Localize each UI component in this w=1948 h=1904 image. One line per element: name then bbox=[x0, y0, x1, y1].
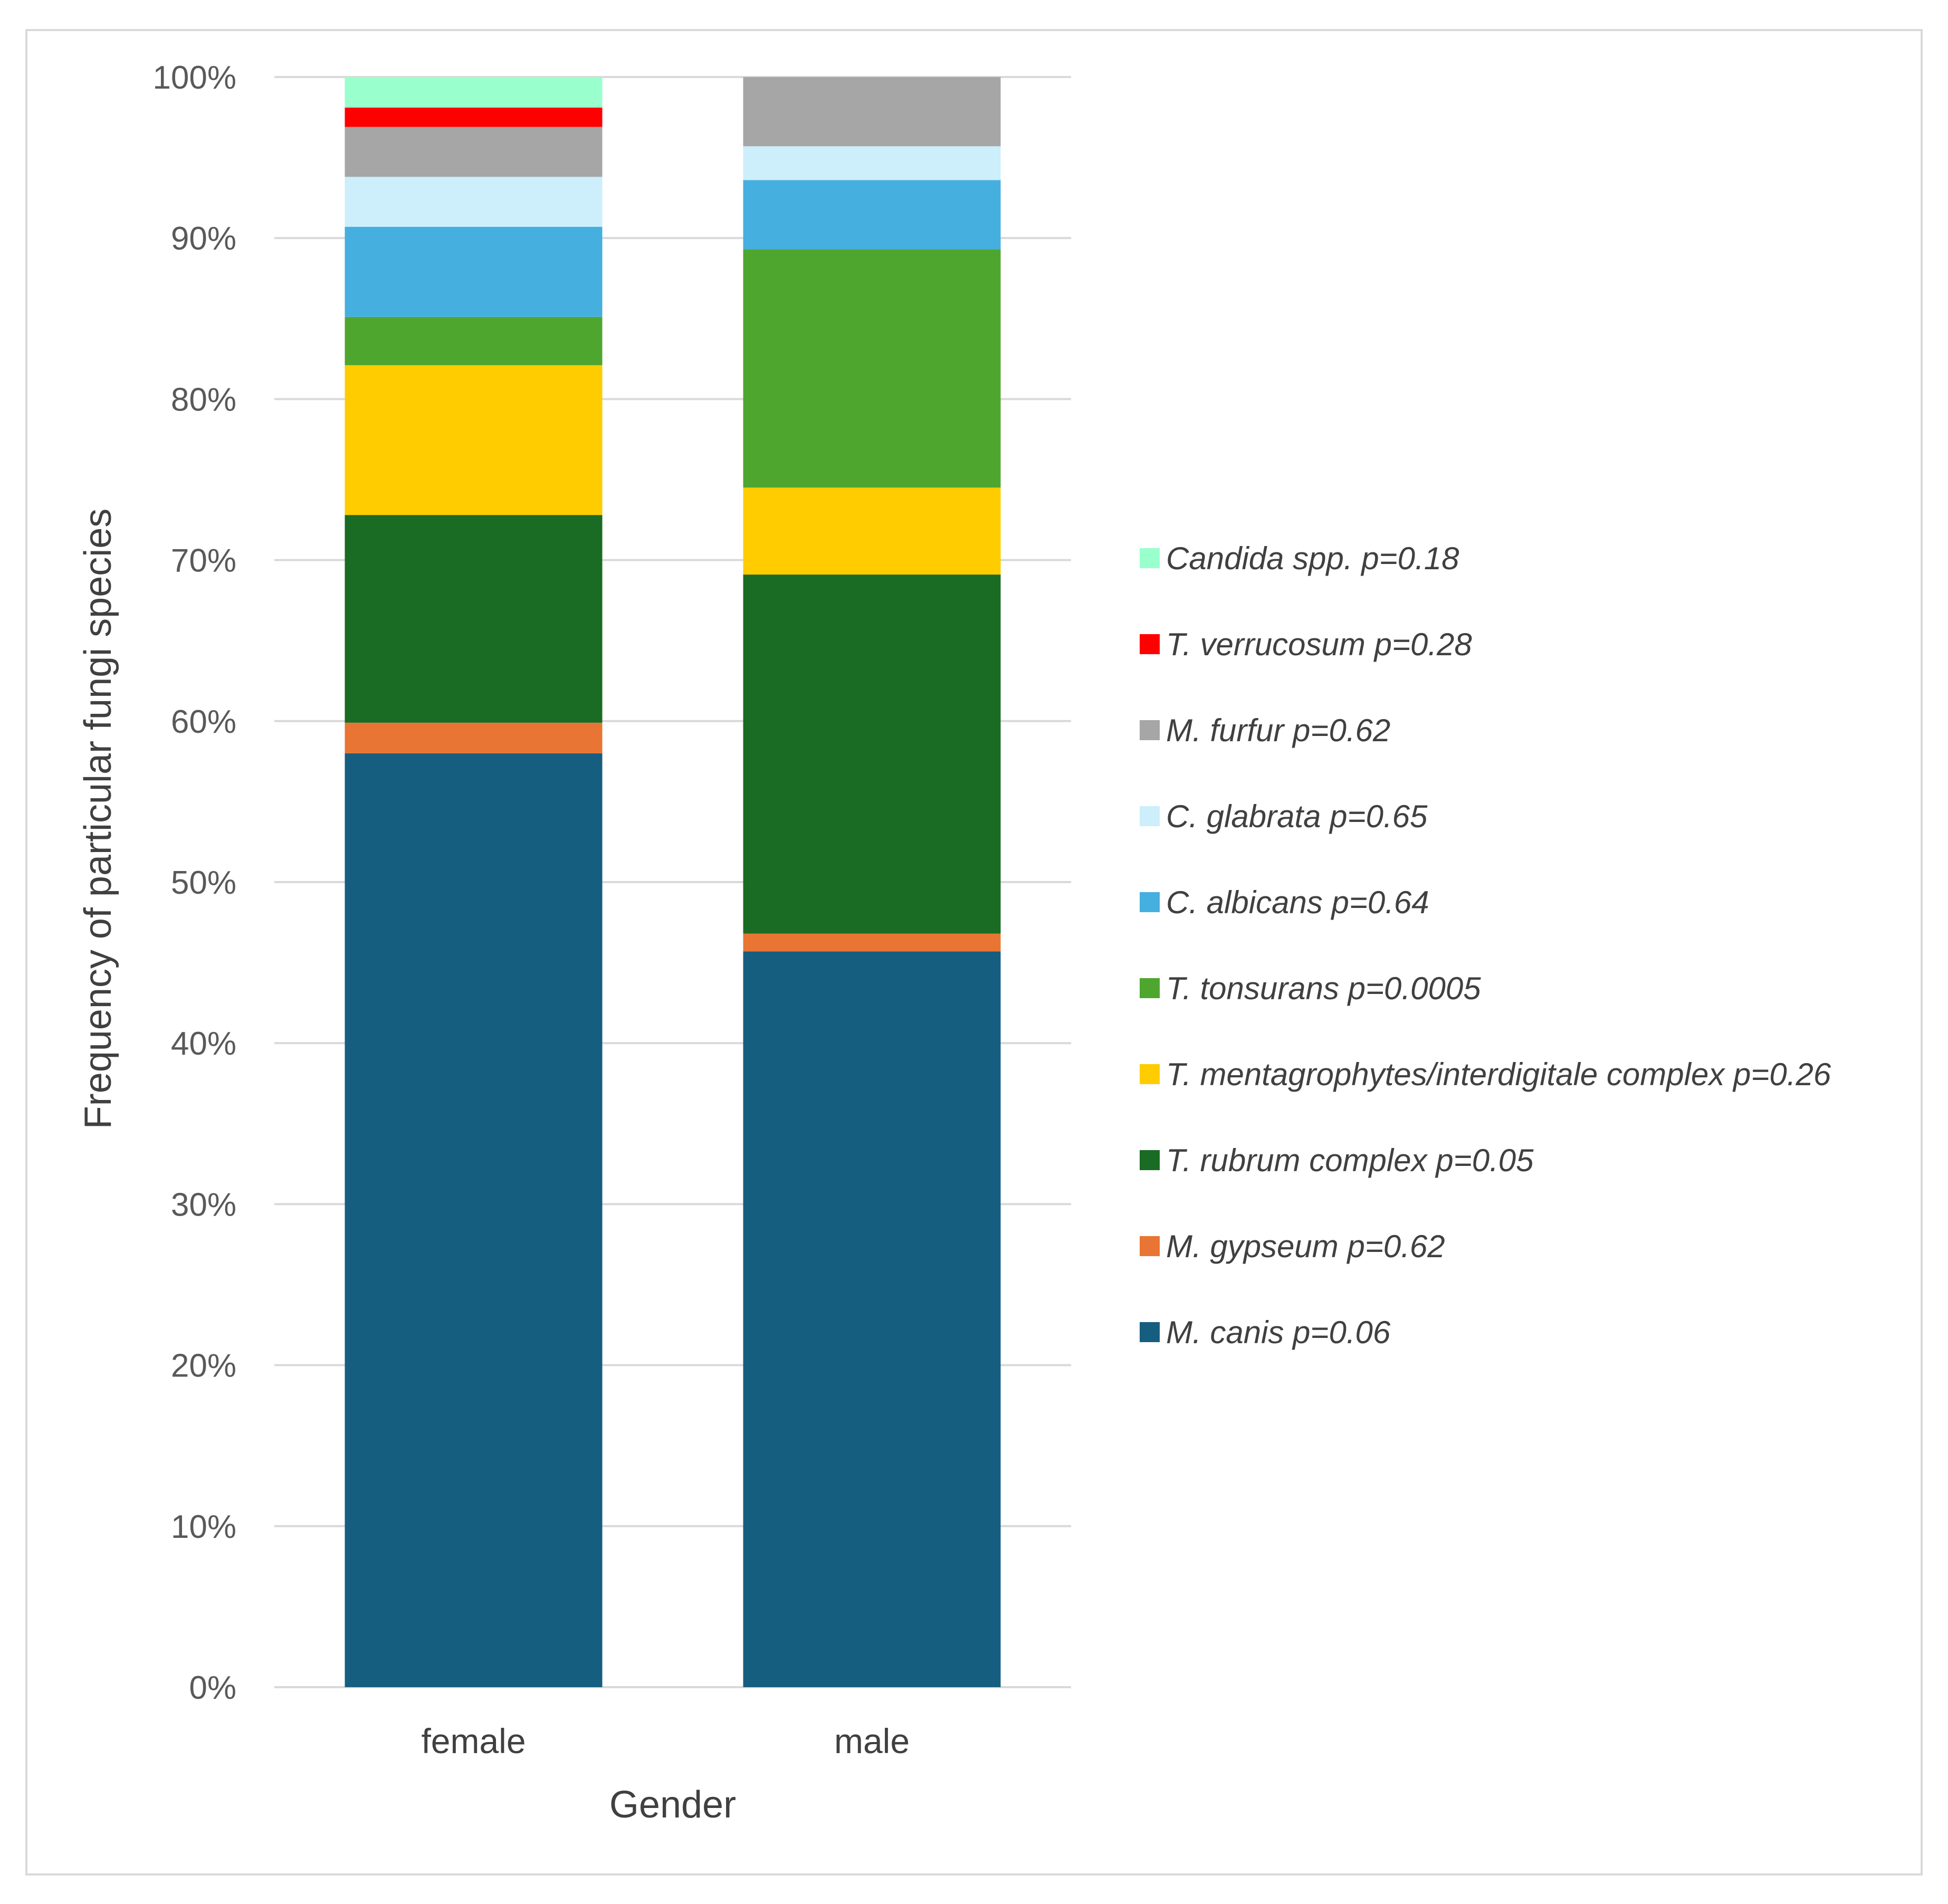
bar-female-c-albicans bbox=[345, 226, 603, 317]
y-axis-ticks: 0% 10% 20% 30% 40% 50% 60% 70% 80% 90% 100% bbox=[152, 60, 236, 1706]
x-category-label-female: female bbox=[421, 1721, 526, 1761]
y-tick-label: 40% bbox=[171, 1026, 236, 1062]
y-tick-label: 60% bbox=[171, 704, 236, 740]
y-axis-title: Frequency of particular fungi species bbox=[77, 509, 119, 1130]
bar-male-c-albicans bbox=[743, 180, 1001, 250]
bar-female-t-verrucosum bbox=[345, 107, 603, 127]
bar-male-m-canis bbox=[743, 951, 1001, 1687]
legend-label-t-verrucosum: T. verrucosum p=0.28 bbox=[1166, 627, 1472, 662]
legend-swatch-t-rubrum-complex bbox=[1140, 1150, 1160, 1170]
bar-female-t-mentagrophytes-interdigitale-complex bbox=[345, 365, 603, 515]
bar-male-t-rubrum-complex bbox=[743, 575, 1001, 934]
bar-female-t-tonsurans bbox=[345, 317, 603, 366]
y-tick-label: 0% bbox=[189, 1670, 236, 1706]
y-tick-label: 90% bbox=[171, 221, 236, 257]
legend-swatch-m-furfur bbox=[1140, 720, 1160, 740]
legend-swatch-c-albicans bbox=[1140, 892, 1160, 912]
legend-label-t-tonsurans: T. tonsurans p=0.0005 bbox=[1166, 971, 1481, 1006]
x-category-label-male: male bbox=[834, 1721, 910, 1761]
y-tick-label: 70% bbox=[171, 543, 236, 579]
legend-swatch-candida-spp bbox=[1140, 548, 1160, 568]
bar-male-m-gypseum bbox=[743, 933, 1001, 952]
legend-swatch-c-glabrata bbox=[1140, 806, 1160, 826]
bar-female-c-glabrata bbox=[345, 177, 603, 227]
legend-swatch-m-gypseum bbox=[1140, 1236, 1160, 1256]
bar-female-candida-spp bbox=[345, 77, 603, 108]
legend: Candida spp. p=0.18 T. verrucosum p=0.28 M… bbox=[1140, 541, 1831, 1350]
bar-female-m-gypseum bbox=[345, 722, 603, 753]
legend-label-m-gypseum: M. gypseum p=0.62 bbox=[1166, 1229, 1445, 1264]
legend-swatch-t-mentagrophytes-interdigitale-complex bbox=[1140, 1064, 1160, 1084]
y-tick-label: 30% bbox=[171, 1187, 236, 1223]
y-tick-label: 50% bbox=[171, 865, 236, 901]
bar-male-m-furfur bbox=[743, 77, 1001, 147]
x-axis-categories: female male bbox=[421, 1721, 910, 1761]
legend-label-c-glabrata: C. glabrata p=0.65 bbox=[1166, 799, 1428, 834]
legend-swatch-t-verrucosum bbox=[1140, 634, 1160, 654]
bar-female-t-rubrum-complex bbox=[345, 515, 603, 723]
legend-swatch-t-tonsurans bbox=[1140, 978, 1160, 998]
bar-female-m-canis bbox=[345, 753, 603, 1687]
legend-label-candida-spp: Candida spp. p=0.18 bbox=[1166, 541, 1459, 576]
x-axis-title: Gender bbox=[609, 1784, 736, 1826]
bar-female-m-furfur bbox=[345, 127, 603, 177]
y-tick-label: 10% bbox=[171, 1509, 236, 1545]
legend-swatch-m-canis bbox=[1140, 1322, 1160, 1342]
bars bbox=[345, 77, 1001, 1687]
y-tick-label: 100% bbox=[152, 60, 236, 96]
legend-label-t-rubrum-complex: T. rubrum complex p=0.05 bbox=[1166, 1143, 1534, 1178]
bar-male-t-mentagrophytes-interdigitale-complex bbox=[743, 487, 1001, 575]
legend-label-c-albicans: C. albicans p=0.64 bbox=[1166, 885, 1429, 920]
legend-label-m-canis: M. canis p=0.06 bbox=[1166, 1315, 1391, 1350]
bar-male-c-glabrata bbox=[743, 146, 1001, 180]
y-tick-label: 20% bbox=[171, 1348, 236, 1384]
legend-label-m-furfur: M. furfur p=0.62 bbox=[1166, 713, 1390, 748]
bar-male-t-tonsurans bbox=[743, 249, 1001, 488]
y-tick-label: 80% bbox=[171, 381, 236, 418]
legend-label-t-mentagrophytes-interdigitale-complex: T. mentagrophytes/interdigitale complex … bbox=[1166, 1057, 1831, 1092]
